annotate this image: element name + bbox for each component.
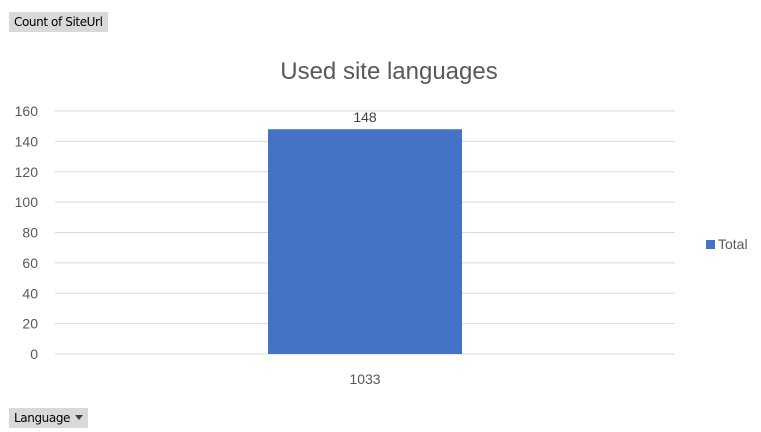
y-tick-label: 120 (15, 164, 39, 180)
y-tick-label: 140 (15, 133, 39, 149)
legend[interactable]: Total (706, 236, 748, 252)
y-tick-label: 40 (22, 285, 38, 301)
x-tick-label: 1033 (349, 371, 380, 387)
y-tick-label: 0 (30, 346, 38, 362)
y-tick-label: 80 (22, 225, 38, 241)
data-label-1033: 148 (353, 109, 377, 125)
axis-field-filter-button[interactable]: Language (9, 408, 89, 428)
chart-title: Used site languages (280, 58, 497, 85)
y-tick-label: 160 (15, 103, 39, 119)
legend-label-total: Total (718, 236, 748, 252)
axis-field-label: Language (14, 411, 71, 425)
value-field-label: Count of SiteUrl (14, 15, 103, 29)
y-tick-label: 20 (22, 316, 38, 332)
legend-swatch-total (706, 239, 715, 249)
bar-1033[interactable] (268, 129, 462, 354)
y-tick-label: 60 (22, 255, 38, 271)
y-tick-label: 100 (15, 194, 39, 210)
value-field-button[interactable]: Count of SiteUrl (9, 12, 108, 32)
chevron-down-icon (75, 415, 84, 420)
